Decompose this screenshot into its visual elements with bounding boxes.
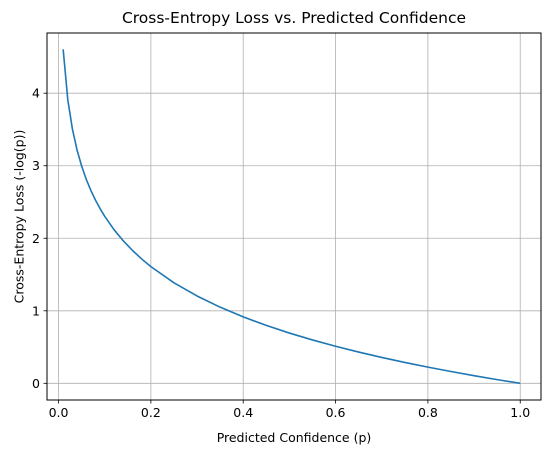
x-tick-label: 0.8 [418,405,438,420]
x-tick-label: 0.6 [326,405,346,420]
x-axis-label: Predicted Confidence (p) [217,430,372,445]
ticks: 0.0 0.2 0.4 0.6 0.8 1.0 0 1 2 3 4 [32,86,530,420]
y-tick-label: 3 [32,158,40,173]
x-tick-label: 0.2 [141,405,161,420]
x-tick-label: 0.0 [49,405,69,420]
grid [47,33,541,400]
series-line [62,49,521,385]
y-axis-label: Cross-Entropy Loss (-log(p)) [12,130,27,304]
x-tick-label: 0.4 [233,405,253,420]
chart-title: Cross-Entropy Loss vs. Predicted Confide… [122,9,466,27]
y-tick-label: 0 [32,376,40,391]
axes-frame [46,32,542,401]
y-tick-label: 2 [32,231,40,246]
plot-area [62,49,521,385]
y-tick-label: 4 [32,86,40,101]
y-tick-label: 1 [32,303,40,318]
x-tick-label: 1.0 [510,405,530,420]
